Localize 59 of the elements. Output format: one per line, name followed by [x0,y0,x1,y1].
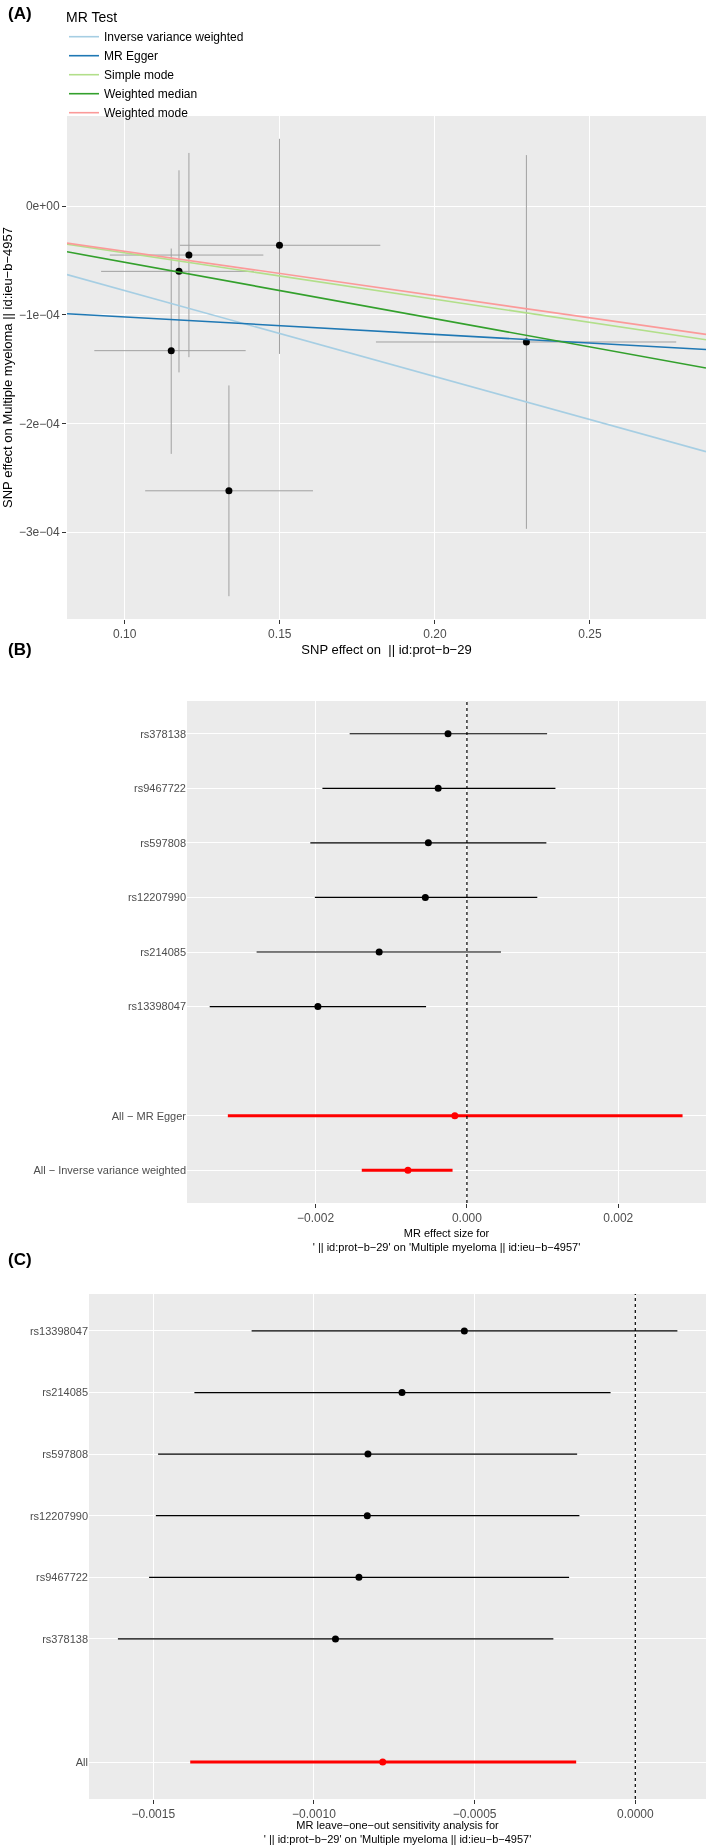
legend-label: Weighted mode [103,106,189,121]
y-tick-label: All − Inverse variance weighted [33,1164,186,1177]
point [424,839,432,847]
y-tick-label: rs378138 [140,727,186,740]
y-axis-title: SNP effect on Multiple myeloma || id:ieu−b−4957 [0,227,15,508]
legend-title: MR Test [65,9,118,26]
point [375,948,383,956]
y-tick-label: rs13398047 [29,1324,88,1337]
y-tick-label: rs12207990 [29,1509,88,1522]
point [434,784,442,792]
point [225,487,233,495]
point [404,1166,412,1174]
point [275,241,283,249]
y-tick-label: −3e−04 [18,525,60,540]
point [398,1389,406,1397]
chart-title: (A) [8,4,32,23]
y-tick-label: 0e+00 [25,199,60,214]
legend-label: Weighted median [103,87,198,102]
y-tick-label: rs214085 [140,945,186,958]
y-tick-label: All [75,1755,88,1768]
point [314,1003,322,1011]
y-tick-label: All − MR Egger [111,1109,187,1122]
point [331,1635,339,1643]
point [167,347,175,355]
point [185,251,193,259]
x-tick-label: 0.002 [603,1211,634,1226]
x-tick-label: 0.20 [423,627,447,642]
x-tick-label: −0.0015 [131,1807,176,1822]
x-tick-label: 0.000 [451,1211,483,1226]
point [460,1327,468,1335]
y-tick-label: rs378138 [42,1632,88,1645]
y-tick-label: rs9467722 [134,782,186,795]
y-tick-label: rs214085 [42,1386,88,1399]
point [355,1573,363,1581]
x-axis-title: SNP effect on || id:prot−b−29 [301,642,472,657]
point [379,1758,387,1766]
point [444,730,452,738]
text: (B) [8,640,32,659]
x-tick-label: 0.10 [113,627,137,642]
point [364,1450,372,1458]
x-tick-label: −0.002 [297,1211,335,1226]
x-tick-label: 0.25 [578,627,602,642]
legend-label: Simple mode [103,68,175,83]
y-tick-label: rs9467722 [36,1571,88,1584]
point [363,1512,371,1520]
legend-label: MR Egger [103,49,159,64]
y-tick-label: rs597808 [140,836,186,849]
x-axis-title: MR effect size for ' || id:prot−b−29' on 'Multiple myeloma || id:ieu−b−4957' [312,1226,581,1253]
chart-title: (C) [8,1250,32,1269]
y-tick-label: rs12207990 [127,891,186,904]
x-tick-label: 0.15 [268,627,292,642]
y-tick-label: rs597808 [42,1447,88,1460]
legend-label: Inverse variance weighted [103,30,244,45]
y-tick-label: rs13398047 [127,1000,186,1013]
point [421,893,429,901]
point [451,1112,459,1120]
y-tick-label: −2e−04 [18,416,60,431]
x-tick-label: 0.0000 [616,1807,654,1822]
y-tick-label: −1e−04 [18,308,60,323]
